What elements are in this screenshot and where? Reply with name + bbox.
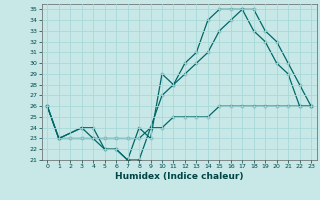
X-axis label: Humidex (Indice chaleur): Humidex (Indice chaleur): [115, 172, 244, 181]
